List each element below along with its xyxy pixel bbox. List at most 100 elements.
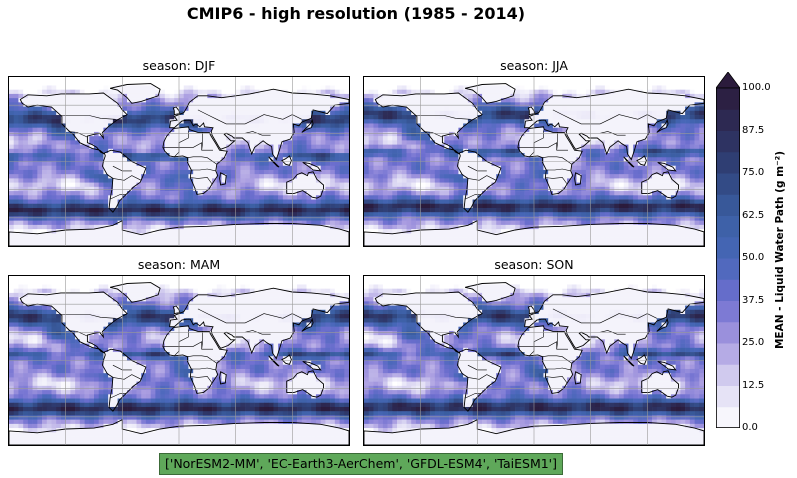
colorbar-tick-label: 62.5 <box>742 209 765 221</box>
coastline <box>19 291 128 354</box>
colorbar-band <box>716 343 740 365</box>
map-mam <box>9 276 349 445</box>
coastline <box>162 325 228 394</box>
coastline <box>102 348 147 412</box>
country-border <box>464 194 482 200</box>
colorbar-label: MEAN - Liquid Water Path (g m⁻²) <box>774 150 786 350</box>
colorbar-tick-label: 87.5 <box>742 124 765 136</box>
country-border <box>545 177 568 185</box>
colorbar-band <box>716 364 740 386</box>
country-border <box>197 109 302 125</box>
coastline <box>9 219 349 246</box>
country-border <box>201 132 203 151</box>
coastline <box>172 106 181 116</box>
coastline <box>302 360 322 371</box>
coastline <box>641 171 679 199</box>
map-panel-djf <box>8 76 350 247</box>
country-border <box>162 142 213 151</box>
country-border <box>109 393 127 399</box>
country-border <box>542 355 572 364</box>
country-border <box>60 314 116 319</box>
map-son <box>364 276 704 445</box>
coastline <box>527 305 536 315</box>
colorbar-band <box>716 258 740 280</box>
coastline <box>169 88 349 161</box>
colorbar-band <box>716 385 740 408</box>
lwp-field <box>9 77 349 246</box>
colorbar-extend-triangle <box>715 71 741 89</box>
country-border <box>112 175 142 181</box>
colorbar-tick-label: 50.0 <box>742 252 765 263</box>
map-djf <box>9 77 349 246</box>
colorbar-band <box>716 321 740 344</box>
coastline <box>301 317 314 332</box>
coastline <box>524 88 704 161</box>
coastline <box>641 370 679 398</box>
colorbar-band <box>716 279 740 301</box>
colorbar-tick-label: 37.5 <box>742 294 765 306</box>
country-border <box>517 341 568 350</box>
colorbar <box>715 71 741 429</box>
country-border <box>68 131 88 138</box>
coastline <box>636 155 647 166</box>
coastline <box>281 155 292 166</box>
country-border <box>60 115 116 120</box>
colorbar-band <box>716 88 740 110</box>
country-border <box>415 115 471 120</box>
coastline <box>219 371 227 385</box>
colorbar-band <box>716 130 740 153</box>
coastline <box>457 348 502 412</box>
country-border <box>423 330 443 337</box>
coastline <box>102 149 147 213</box>
colorbar-tick-label: 25.0 <box>742 337 765 348</box>
coastline <box>9 418 349 445</box>
country-border <box>112 374 142 380</box>
colorbar-band <box>716 300 740 323</box>
coastline <box>574 371 582 385</box>
country-border <box>556 132 558 151</box>
map-panel-son <box>363 275 705 446</box>
coastline <box>374 92 483 155</box>
coastline <box>524 287 704 360</box>
country-border <box>464 393 482 399</box>
coastline <box>517 325 583 394</box>
country-border <box>197 308 302 324</box>
country-border <box>201 331 203 350</box>
colorbar-scale <box>715 71 741 429</box>
coastline <box>656 317 669 332</box>
models-legend-box: ['NorESM2-MM', 'EC-Earth3-AerChem', 'GFD… <box>159 453 563 475</box>
coastline <box>302 161 322 172</box>
country-border <box>191 367 216 371</box>
coastline <box>657 360 677 371</box>
coastline <box>301 118 314 133</box>
colorbar-band <box>716 215 740 238</box>
colorbar-tick-label: 0.0 <box>742 422 758 433</box>
coastline <box>574 172 582 186</box>
colorbar-tick-label: 75.0 <box>742 167 765 178</box>
coastline <box>219 172 227 186</box>
panel-title-mam: season: MAM <box>137 257 221 272</box>
country-border <box>423 131 443 138</box>
panel-title-jja: season: JJA <box>500 58 568 73</box>
coastline <box>286 171 324 199</box>
country-border <box>191 168 216 172</box>
country-border <box>545 376 568 384</box>
coastline <box>162 126 228 195</box>
map-jja <box>364 77 704 246</box>
colorbar-frame <box>716 87 741 429</box>
lwp-field <box>9 276 349 445</box>
panel-title-son: season: SON <box>494 257 574 272</box>
country-border <box>556 331 558 350</box>
coastline <box>636 354 647 365</box>
panel-title-djf: season: DJF <box>142 58 216 73</box>
country-border <box>467 374 497 380</box>
country-border <box>542 156 572 165</box>
colorbar-tick-label: 12.5 <box>742 379 765 391</box>
colorbar-band <box>716 236 740 259</box>
colorbar-band <box>716 151 740 174</box>
figure-title: CMIP6 - high resolution (1985 - 2014) <box>186 4 526 23</box>
coastline <box>169 287 349 360</box>
country-border <box>552 109 657 125</box>
coastline <box>374 291 483 354</box>
country-border <box>552 308 657 324</box>
